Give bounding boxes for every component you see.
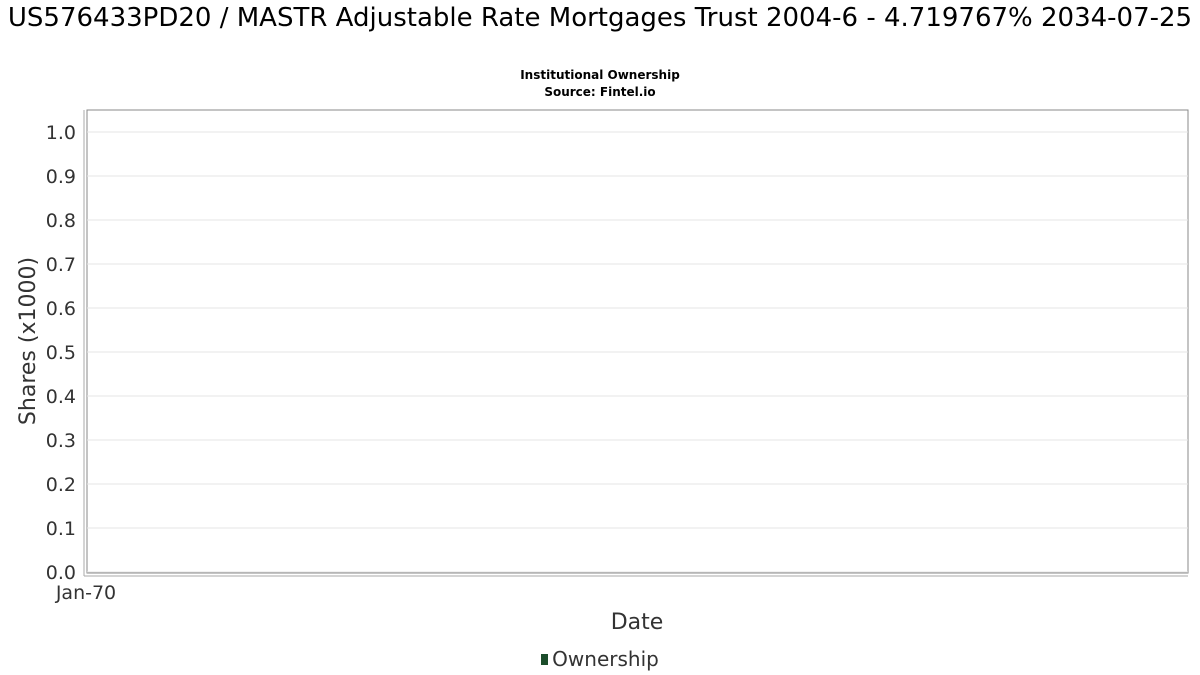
- y-tick-label: 0.1: [46, 518, 76, 540]
- y-tick-label: 0.7: [46, 254, 76, 276]
- y-tick-label: 1.0: [46, 122, 76, 144]
- chart-subtitle: Institutional Ownership: [520, 68, 680, 82]
- y-tick-label: 0.9: [46, 166, 76, 188]
- plot-area: [86, 109, 1189, 574]
- y-tick-label: 0.6: [46, 298, 76, 320]
- chart-title: US576433PD20 / MASTR Adjustable Rate Mor…: [7, 3, 1193, 33]
- y-tick-labels: 0.0 0.1 0.2 0.3 0.4 0.5 0.6 0.7 0.8 0.9 1.0: [46, 122, 76, 584]
- y-tick-label: 0.2: [46, 474, 76, 496]
- chart-source: Source: Fintel.io: [544, 85, 656, 99]
- legend-label-ownership: Ownership: [552, 647, 659, 671]
- x-axis-title: Date: [611, 610, 664, 635]
- x-tick-labels: Jan-70: [55, 582, 116, 604]
- legend: Ownership: [0, 647, 1200, 671]
- grid-lines: [87, 131, 1188, 573]
- y-axis-title: Shares (x1000): [16, 257, 41, 425]
- x-tick-label: Jan-70: [55, 582, 116, 604]
- y-tick-label: 0.0: [46, 562, 76, 584]
- legend-swatch-ownership: [541, 654, 549, 665]
- y-tick-label: 0.4: [46, 386, 76, 408]
- y-tick-label: 0.8: [46, 210, 76, 232]
- y-tick-label: 0.5: [46, 342, 76, 364]
- y-tick-label: 0.3: [46, 430, 76, 452]
